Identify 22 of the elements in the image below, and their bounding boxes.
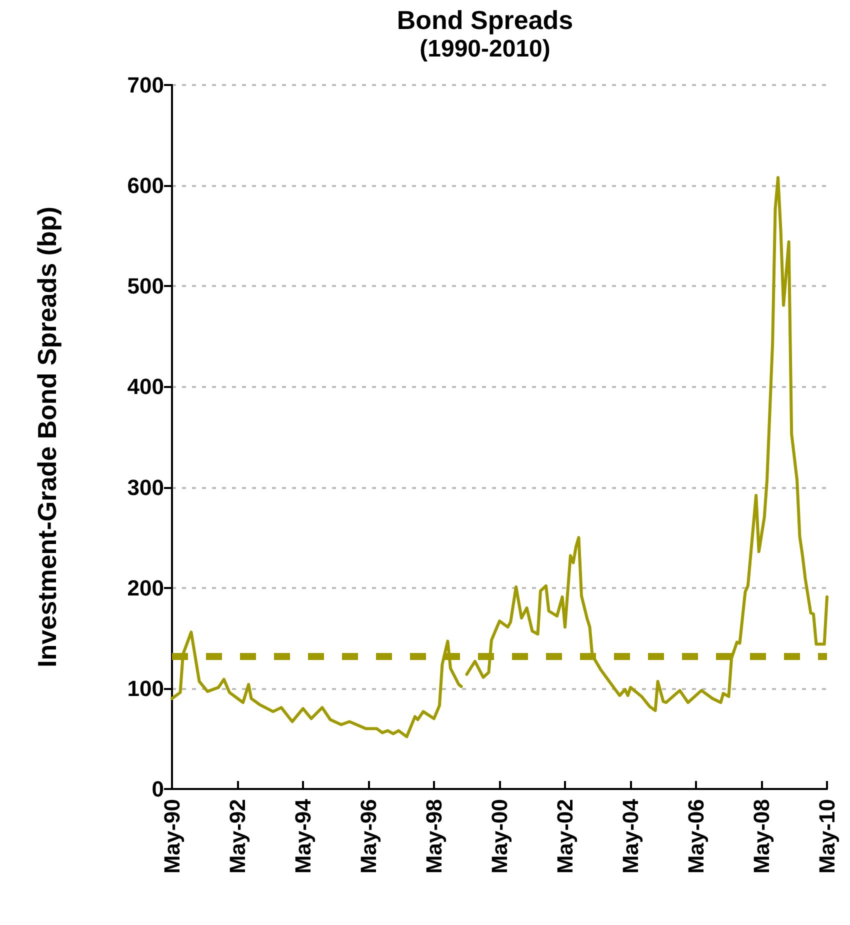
x-tick-label: May-96 [356, 799, 382, 874]
y-tick-label: 300 [127, 474, 164, 500]
x-tick-label: May-00 [487, 799, 512, 874]
x-tick-label: May-98 [422, 799, 446, 874]
y-tick-label: 400 [127, 374, 164, 400]
y-tick-label: 500 [127, 274, 164, 299]
x-tick-label: May-90 [160, 799, 184, 874]
x-tick-label: May-08 [749, 799, 774, 874]
x-tick-label: May-94 [290, 798, 316, 874]
x-tick-label: May-92 [225, 799, 250, 874]
x-tick-label: May-02 [552, 799, 578, 874]
chart-subtitle: (1990-2010) [420, 36, 550, 62]
y-axis-title: Investment-Grade Bond Spreads (bp) [32, 206, 62, 668]
x-tick-label: May-04 [618, 798, 644, 874]
chart-title: Bond Spreads [396, 5, 574, 35]
y-tick-label: 0 [152, 776, 164, 802]
y-tick-label: 600 [127, 173, 164, 198]
x-tick-label: May-06 [684, 799, 708, 874]
x-tick-label: May-10 [814, 799, 840, 874]
y-tick-label: 100 [127, 676, 164, 701]
y-tick-label: 200 [127, 575, 164, 600]
y-tick-label: 700 [127, 72, 164, 98]
